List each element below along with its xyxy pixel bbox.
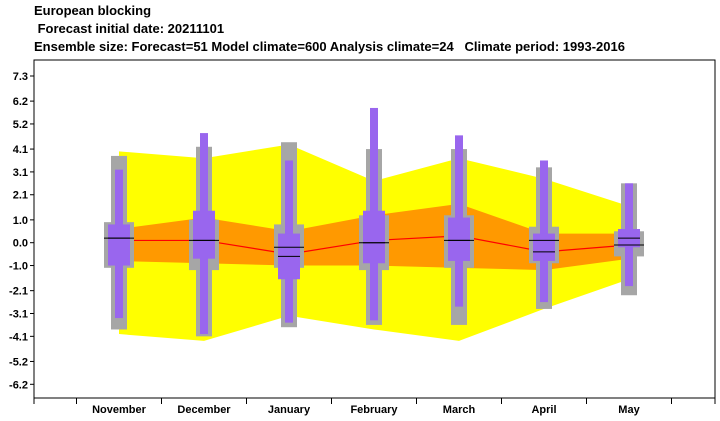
forecast-box-february bbox=[363, 210, 385, 264]
y-tick-label: 2.1 bbox=[13, 190, 28, 202]
y-tick-label: 1.0 bbox=[13, 215, 28, 227]
forecast-box-december bbox=[193, 210, 215, 259]
y-tick-label: -6.2 bbox=[9, 379, 28, 391]
forecast-whisker-april bbox=[540, 160, 548, 303]
plot-frame bbox=[33, 59, 716, 399]
x-tick-label-may: May bbox=[618, 404, 640, 416]
y-tick-label: -4.1 bbox=[9, 331, 28, 343]
y-tick-label: 4.1 bbox=[13, 144, 28, 156]
x-tick-label-january: January bbox=[268, 404, 311, 416]
forecast-initial-date: Forecast initial date: 20211101 bbox=[34, 21, 225, 36]
x-tick-label-december: December bbox=[177, 404, 231, 416]
forecast-box-march bbox=[448, 217, 470, 261]
x-tick-label-november: November bbox=[92, 404, 147, 416]
x-tick-label-april: April bbox=[531, 404, 556, 416]
y-tick-label: -2.1 bbox=[9, 286, 28, 298]
y-tick-label: 3.1 bbox=[13, 167, 28, 179]
x-tick-label-march: March bbox=[443, 404, 476, 416]
forecast-box-april bbox=[533, 233, 555, 261]
y-tick-label: 5.2 bbox=[13, 119, 28, 131]
forecast-box-november bbox=[108, 224, 130, 266]
y-tick-label: -5.2 bbox=[9, 356, 28, 368]
x-tick-label-february: February bbox=[350, 404, 398, 416]
y-tick-label: 6.2 bbox=[13, 96, 28, 108]
y-tick-label: -1.0 bbox=[9, 261, 28, 273]
y-tick-label: 0.0 bbox=[13, 238, 28, 250]
chart-title: European blocking bbox=[34, 3, 152, 18]
y-tick-label: -3.1 bbox=[9, 309, 28, 321]
ensemble-size-info: Ensemble size: Forecast=51 Model climate… bbox=[34, 39, 625, 54]
y-tick-label: 7.3 bbox=[13, 71, 28, 83]
